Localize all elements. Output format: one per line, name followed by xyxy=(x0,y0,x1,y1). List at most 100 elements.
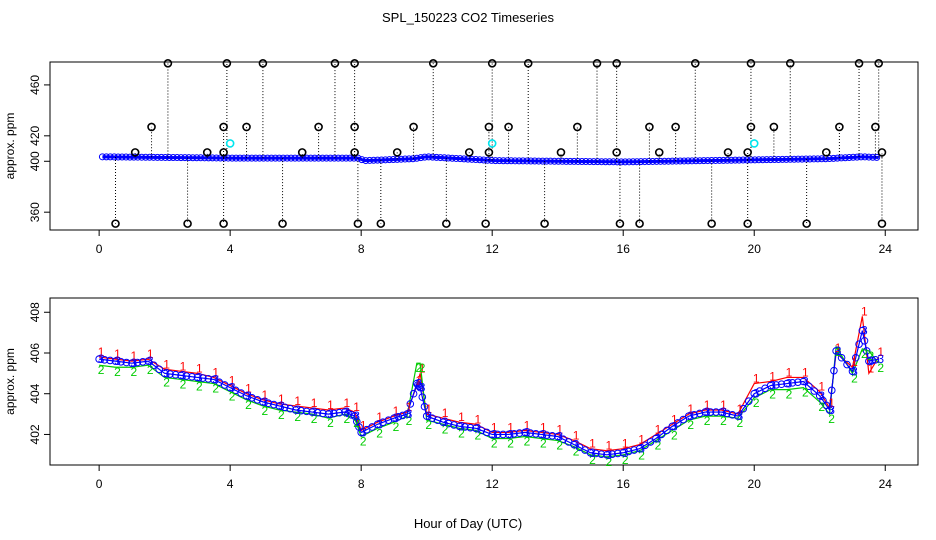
series-3-circle xyxy=(291,406,300,414)
baseline-point xyxy=(519,157,527,165)
baseline-point xyxy=(767,156,775,164)
series-3-circle xyxy=(472,424,480,433)
series-2-marker: 2 xyxy=(114,365,121,379)
spike-point xyxy=(376,219,386,228)
baseline-point xyxy=(488,156,496,164)
series-3-circle xyxy=(302,407,311,416)
series-3-circle xyxy=(744,397,753,405)
baseline-point xyxy=(613,158,621,166)
series-3-marker: 3 xyxy=(605,448,612,462)
series-1-marker: 1 xyxy=(376,410,383,424)
baseline-point xyxy=(617,158,625,166)
baseline-point xyxy=(185,154,193,162)
baseline-point xyxy=(794,155,802,163)
series-1-marker: 1 xyxy=(360,418,367,432)
series-2-marker: 2 xyxy=(491,437,498,451)
series-1-marker: 1 xyxy=(655,422,662,436)
series-1-marker: 1 xyxy=(720,398,727,412)
baseline-point xyxy=(150,153,158,161)
series-3-circle xyxy=(772,381,780,389)
spike-point xyxy=(743,219,752,228)
series-1-marker: 1 xyxy=(851,355,858,369)
series-2-marker: 2 xyxy=(818,400,825,414)
series-3-circle xyxy=(394,413,403,421)
series-3-marker: 3 xyxy=(524,425,531,439)
baseline-point xyxy=(491,157,499,165)
baseline-point xyxy=(865,153,873,161)
baseline-point xyxy=(102,153,110,161)
series-3-circle xyxy=(673,419,682,427)
series-3-circle xyxy=(390,414,398,422)
series-2-marker: 2 xyxy=(147,363,154,377)
spike-point xyxy=(163,58,173,68)
series-3-circle xyxy=(766,381,775,390)
series-3-circle xyxy=(95,355,103,363)
series-2-marker: 2 xyxy=(196,380,203,394)
spike-point xyxy=(802,219,811,228)
series-3-marker: 3 xyxy=(343,405,350,419)
series-3-circle xyxy=(319,409,327,418)
series-3-circle xyxy=(166,370,174,378)
series-3-circle xyxy=(499,430,507,439)
series-3-marker: 3 xyxy=(835,344,842,358)
series-3-marker: 3 xyxy=(458,419,465,433)
series-1-marker: 1 xyxy=(786,365,793,379)
y-tick-label: 404 xyxy=(28,383,42,403)
plot-frame xyxy=(49,297,919,466)
x-tick-label: 12 xyxy=(486,477,500,491)
spike-point xyxy=(202,148,212,157)
baseline-point xyxy=(523,157,531,165)
series-1-marker: 1 xyxy=(802,365,809,379)
baseline-point xyxy=(598,158,606,166)
series-3-circle xyxy=(286,404,295,413)
baseline-point xyxy=(668,157,676,165)
series-3-marker: 3 xyxy=(622,446,629,460)
series-3-circle xyxy=(695,409,704,418)
series-3-circle xyxy=(422,412,431,420)
series-3-circle xyxy=(624,447,633,456)
spike-point xyxy=(392,148,402,157)
baseline-point xyxy=(228,154,236,162)
series-3-circle xyxy=(827,386,836,395)
baseline-point xyxy=(267,154,275,162)
baseline-point xyxy=(692,157,700,165)
series-3-circle xyxy=(488,430,496,439)
series-1-marker: 1 xyxy=(753,372,760,386)
series-3-circle xyxy=(100,355,109,364)
series-3-circle xyxy=(204,374,213,383)
x-tick-label: 0 xyxy=(96,242,103,256)
series-3-circle xyxy=(868,356,876,365)
x-tick-label: 8 xyxy=(358,242,365,256)
baseline-point xyxy=(346,154,354,162)
series-2-marker: 2 xyxy=(786,388,793,402)
series-1-marker: 1 xyxy=(114,347,121,361)
baseline-point xyxy=(586,158,594,166)
series-2-marker: 2 xyxy=(360,434,367,448)
baseline-point xyxy=(122,153,130,161)
series-2-marker: 2 xyxy=(180,377,187,391)
series-3-circle xyxy=(482,428,491,437)
series-3-circle xyxy=(144,357,153,365)
series-3-circle xyxy=(439,418,447,427)
series-1-marker: 1 xyxy=(262,388,269,402)
series-1-marker: 1 xyxy=(343,396,350,410)
baseline-point xyxy=(660,157,668,165)
baseline-point xyxy=(833,154,841,162)
series-3-circle xyxy=(860,336,869,345)
series-3-circle xyxy=(739,404,748,413)
baseline-point xyxy=(252,154,260,162)
series-3-marker: 3 xyxy=(655,432,662,446)
baseline-point xyxy=(106,153,114,161)
series-3-circle xyxy=(521,428,529,437)
series-1-marker: 1 xyxy=(861,304,868,318)
baseline-point xyxy=(806,155,814,163)
series-2-marker: 2 xyxy=(877,361,884,375)
series-3-circle xyxy=(717,408,726,416)
series-3-circle xyxy=(646,438,655,446)
series-2-marker: 2 xyxy=(605,455,612,469)
baseline-point xyxy=(448,154,456,162)
baseline-point xyxy=(370,156,378,164)
series-3-circle xyxy=(347,410,356,419)
series-2-marker: 2 xyxy=(687,418,694,432)
